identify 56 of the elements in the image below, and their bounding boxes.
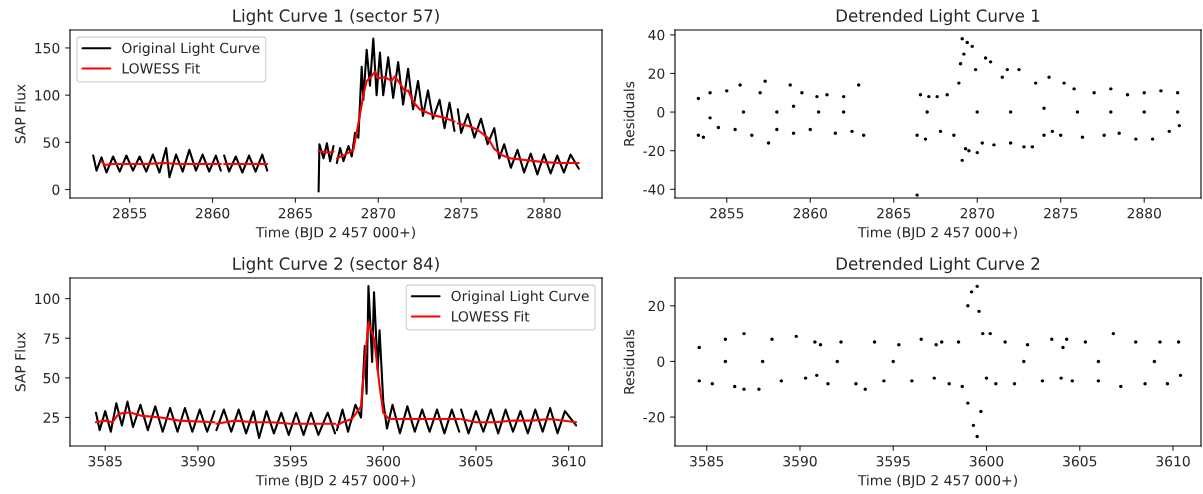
chart-title: Light Curve 1 (sector 57) bbox=[233, 9, 439, 26]
legend-label: LOWESS Fit bbox=[122, 62, 201, 74]
x-tick-label: 2865 bbox=[278, 207, 312, 219]
y-tick-label: 75 bbox=[43, 333, 60, 344]
y-axis-title: SAP Flux bbox=[14, 84, 26, 144]
x-axis-title: Time (BJD 2 457 000+) bbox=[255, 474, 415, 489]
x-tick-label: 2860 bbox=[195, 207, 230, 219]
x-axis-title: Time (BJD 2 457 000+) bbox=[857, 474, 1017, 489]
x-tick-label: 2875 bbox=[1044, 207, 1078, 219]
x-tick-label: 3590 bbox=[783, 455, 817, 467]
x-tick-label: 2880 bbox=[1127, 207, 1161, 219]
y-tick-label: 150 bbox=[35, 42, 60, 54]
y-axis-title: Residuals bbox=[623, 329, 635, 394]
y-tick-label: 40 bbox=[648, 29, 665, 41]
x-tick-label: 3590 bbox=[181, 455, 215, 467]
y-tick-label: 50 bbox=[43, 372, 60, 384]
x-tick-label: 3595 bbox=[273, 455, 308, 467]
x-tick-label: 3605 bbox=[459, 455, 493, 467]
x-tick-label: 2855 bbox=[113, 207, 147, 219]
y-tick-label: 20 bbox=[648, 300, 665, 312]
y-tick-label: -20 bbox=[643, 145, 665, 157]
x-tick-label: 2870 bbox=[960, 207, 994, 219]
x-tick-label: 3595 bbox=[876, 455, 910, 467]
y-tick-label: 0 bbox=[657, 356, 665, 367]
chart-title: Light Curve 2 (sector 84) bbox=[233, 257, 439, 274]
x-tick-label: 3610 bbox=[1156, 455, 1190, 467]
y-axis-title: Residuals bbox=[623, 81, 635, 146]
x-axis-title: Time (BJD 2 457 000+) bbox=[857, 226, 1017, 241]
y-tick-label: 50 bbox=[43, 137, 60, 148]
y-tick-label: 0 bbox=[657, 107, 665, 118]
x-tick-label: 2865 bbox=[877, 207, 911, 219]
x-axis-title: Time (BJD 2 457 000+) bbox=[255, 226, 415, 241]
x-tick-label: 2875 bbox=[444, 207, 478, 219]
legend-label: Original Light Curve bbox=[451, 290, 589, 304]
y-tick-label: 0 bbox=[52, 184, 60, 195]
y-tick-label: -40 bbox=[643, 184, 665, 195]
y-tick-label: 100 bbox=[35, 293, 60, 305]
y-tick-label: -20 bbox=[643, 412, 665, 423]
x-tick-label: 3585 bbox=[690, 455, 724, 467]
chart-title: Detrended Light Curve 2 bbox=[836, 257, 1040, 274]
x-tick-label: 2860 bbox=[793, 207, 828, 219]
legend-label: LOWESS Fit bbox=[452, 310, 530, 322]
x-tick-label: 2880 bbox=[527, 207, 561, 219]
chart-title: Detrended Light Curve 1 bbox=[836, 9, 1040, 26]
y-axis-title: SAP Flux bbox=[14, 332, 26, 392]
legend-label: Original Light Curve bbox=[122, 42, 260, 56]
x-tick-label: 2855 bbox=[710, 207, 744, 219]
x-tick-label: 2870 bbox=[361, 207, 396, 219]
x-tick-label: 3585 bbox=[88, 455, 122, 467]
y-tick-label: 25 bbox=[43, 412, 60, 423]
y-tick-label: 20 bbox=[648, 68, 665, 79]
x-tick-label: 3605 bbox=[1063, 455, 1097, 467]
x-tick-label: 3600 bbox=[366, 455, 401, 467]
y-tick-label: 100 bbox=[35, 90, 60, 101]
x-tick-label: 3600 bbox=[969, 455, 1004, 467]
x-tick-label: 3610 bbox=[552, 455, 586, 467]
